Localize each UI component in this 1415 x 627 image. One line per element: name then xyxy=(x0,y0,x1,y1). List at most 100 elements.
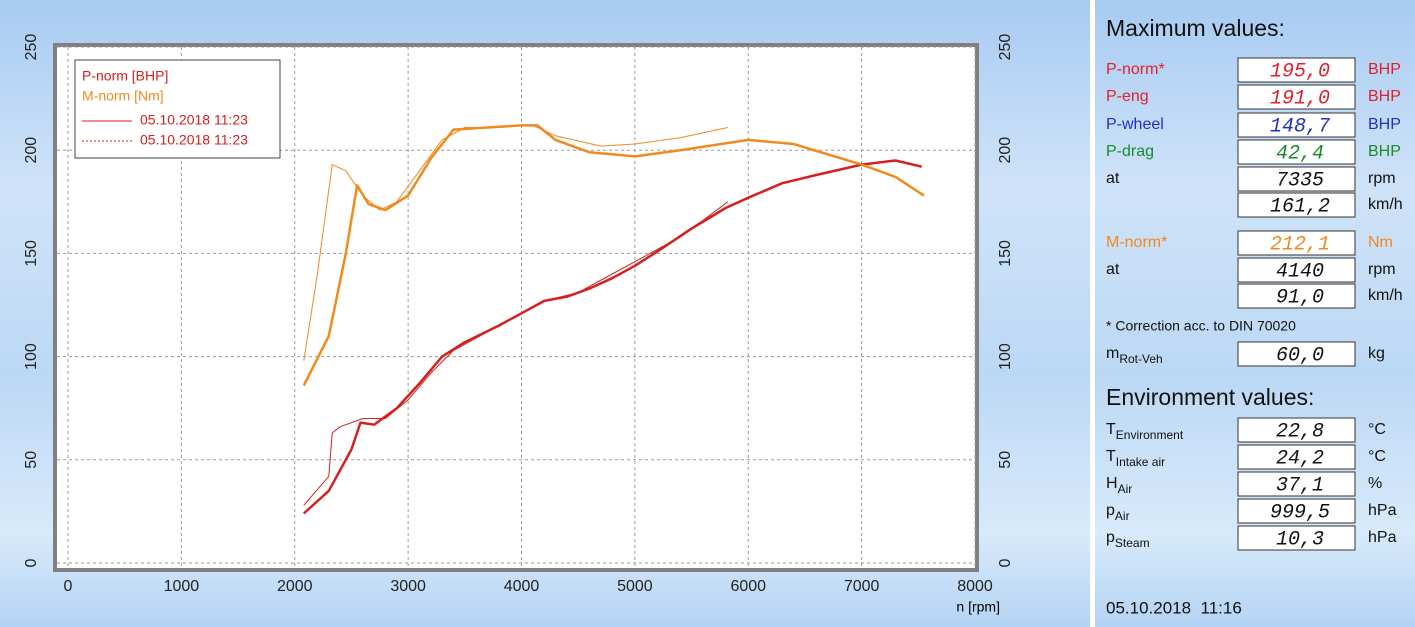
row-unit: % xyxy=(1368,475,1382,492)
series-line xyxy=(303,124,728,361)
value-box xyxy=(1237,341,1356,367)
legend-run: 05.10.2018 11:23 xyxy=(140,112,248,128)
x-tick-label: 3000 xyxy=(390,578,426,595)
label-sub: Air xyxy=(1115,509,1130,523)
y2-tick-label: 50 xyxy=(997,451,1014,469)
value-box xyxy=(1237,166,1356,192)
section-title: Environment values: xyxy=(1106,384,1314,410)
row-unit: km/h xyxy=(1368,287,1403,304)
values-panel: Maximum values: P-norm* 195,0 BHP P-eng 191,0… xyxy=(1106,15,1403,617)
legend-run: 05.10.2018 11:23 xyxy=(140,132,248,148)
row-label: at xyxy=(1106,170,1120,187)
footnote: * Correction acc. to DIN 70020 xyxy=(1106,318,1296,334)
row-value: 60,0 xyxy=(1276,344,1324,367)
row-value: 42,4 xyxy=(1276,142,1324,165)
value-box xyxy=(1237,230,1356,256)
row-label: mRot-Veh xyxy=(1106,345,1163,366)
row-unit: BHP xyxy=(1368,143,1401,160)
row-value: 24,2 xyxy=(1276,447,1324,470)
row-value: 191,0 xyxy=(1270,87,1330,110)
series-line xyxy=(302,159,922,515)
x-tick-label: 1000 xyxy=(164,578,200,595)
row-unit: km/h xyxy=(1368,196,1403,213)
timestamp: 05.10.2018 11:16 xyxy=(1106,598,1242,617)
row-unit: °C xyxy=(1368,421,1386,438)
row-unit: kg xyxy=(1368,345,1385,362)
row-value: 161,2 xyxy=(1270,195,1330,218)
x-tick-label: 2000 xyxy=(277,578,313,595)
row-value: 999,5 xyxy=(1270,501,1330,524)
row-value: 22,8 xyxy=(1276,420,1324,443)
x-axis-label: n [rpm] xyxy=(956,599,1000,615)
series-line xyxy=(303,201,729,506)
label-sub: Intake air xyxy=(1116,455,1165,469)
y2-tick-label: 200 xyxy=(997,137,1014,164)
row-label: HAir xyxy=(1106,475,1132,496)
label-main: T xyxy=(1106,448,1116,465)
y2-tick-label: 100 xyxy=(997,343,1014,370)
legend-box xyxy=(74,59,281,159)
y-tick-label: 100 xyxy=(23,343,40,370)
y2-tick-label: 150 xyxy=(997,240,1014,267)
row-label: M-norm* xyxy=(1106,234,1167,251)
label-sub: Environment xyxy=(1116,428,1184,442)
label-main: p xyxy=(1106,529,1115,546)
value-box xyxy=(1237,525,1356,551)
value-box xyxy=(1237,417,1356,443)
row-value: 4140 xyxy=(1276,260,1324,283)
row-label: TIntake air xyxy=(1106,448,1165,469)
row-label: P-norm* xyxy=(1106,61,1165,78)
row-unit: hPa xyxy=(1368,502,1397,519)
y-tick-label: 250 xyxy=(23,34,40,61)
row-label: TEnvironment xyxy=(1106,421,1184,442)
row-label: P-drag xyxy=(1106,143,1154,160)
label-sub: Rot-Veh xyxy=(1119,352,1162,366)
value-box xyxy=(1237,192,1356,218)
y-tick-label: 150 xyxy=(23,240,40,267)
row-value: 212,1 xyxy=(1270,233,1330,256)
value-box xyxy=(1237,283,1356,309)
y2-tick-label: 250 xyxy=(997,34,1014,61)
row-unit: BHP xyxy=(1368,61,1401,78)
row-value: 148,7 xyxy=(1270,115,1330,138)
x-tick-label: 0 xyxy=(64,578,73,595)
label-sub: Steam xyxy=(1115,536,1150,550)
row-unit: BHP xyxy=(1368,88,1401,105)
value-box xyxy=(1237,257,1356,283)
label-main: p xyxy=(1106,502,1115,519)
row-unit: rpm xyxy=(1368,261,1396,278)
series-line xyxy=(302,124,925,387)
legend-label: P-norm [BHP] xyxy=(82,68,168,84)
section-title: Maximum values: xyxy=(1106,15,1285,41)
label-sub: Air xyxy=(1118,482,1133,496)
value-box xyxy=(1237,444,1356,470)
chart: 0 1000 2000 3000 4000 5000 6000 7000 80000501001… xyxy=(23,34,1014,615)
x-tick-label: 6000 xyxy=(730,578,766,595)
row-unit: Nm xyxy=(1368,234,1393,251)
row-value: 7335 xyxy=(1276,169,1324,192)
x-tick-label: 4000 xyxy=(504,578,540,595)
x-tick-label: 7000 xyxy=(844,578,880,595)
legend-label: M-norm [Nm] xyxy=(82,88,164,104)
row-value: 10,3 xyxy=(1276,528,1324,551)
row-unit: hPa xyxy=(1368,529,1397,546)
row-label: pAir xyxy=(1106,502,1130,523)
value-box xyxy=(1237,498,1356,524)
y-tick-label: 200 xyxy=(23,137,40,164)
value-box xyxy=(1237,57,1356,83)
row-label: P-eng xyxy=(1106,88,1149,105)
value-box xyxy=(1237,471,1356,497)
y-tick-label: 50 xyxy=(23,451,40,469)
y2-tick-label: 0 xyxy=(997,558,1014,567)
label-main: T xyxy=(1106,421,1116,438)
value-box xyxy=(1237,112,1356,138)
row-label: pSteam xyxy=(1106,529,1150,550)
label-main: m xyxy=(1106,345,1119,362)
value-box xyxy=(1237,139,1356,165)
row-value: 91,0 xyxy=(1276,286,1324,309)
x-tick-label: 5000 xyxy=(617,578,653,595)
row-unit: rpm xyxy=(1368,170,1396,187)
y-tick-label: 0 xyxy=(23,558,40,567)
row-label: P-wheel xyxy=(1106,116,1164,133)
